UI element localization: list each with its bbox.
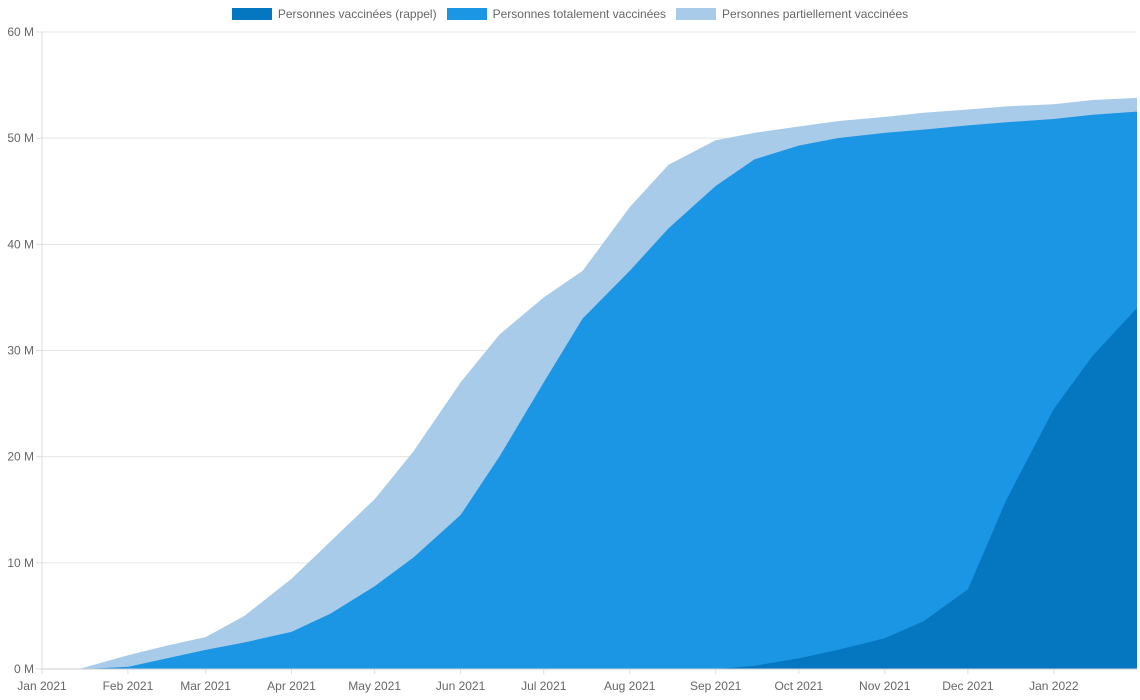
y-tick-label: 50 M [7, 131, 34, 145]
y-tick-label: 20 M [7, 450, 34, 464]
legend-label-rappel: Personnes vaccinées (rappel) [277, 7, 437, 21]
x-tick-label: Jan 2022 [1029, 679, 1079, 693]
legend-item-totalement[interactable]: Personnes totalement vaccinées [446, 7, 667, 21]
legend-label-totalement: Personnes totalement vaccinées [492, 7, 667, 21]
x-tick-label: Dec 2021 [942, 679, 994, 693]
y-tick-label: 40 M [7, 237, 34, 251]
legend-item-rappel[interactable]: Personnes vaccinées (rappel) [231, 7, 437, 21]
x-tick-label: Nov 2021 [859, 679, 911, 693]
x-tick-label: Oct 2021 [774, 679, 823, 693]
y-tick-label: 0 M [14, 662, 34, 676]
x-tick-label: Sep 2021 [690, 679, 742, 693]
x-tick-label: Jan 2021 [17, 679, 67, 693]
x-tick-label: Aug 2021 [604, 679, 656, 693]
x-axis-tick-labels: Jan 2021 Feb 2021 Mar 2021 Apr 2021 May 2021… [17, 679, 1079, 693]
series-area-1[interactable] [42, 111, 1137, 669]
legend: Personnes vaccinées (rappel) Personnes t… [0, 7, 1140, 21]
axes [41, 32, 1137, 674]
y-tick-label: 10 M [7, 556, 34, 570]
x-tick-label: May 2021 [348, 679, 401, 693]
series-areas [42, 97, 1137, 669]
legend-swatch-rappel [231, 8, 272, 20]
x-tick-label: Jun 2021 [436, 679, 486, 693]
series-area-2[interactable] [42, 308, 1137, 669]
y-axis-tick-labels: 0 M 10 M 20 M 30 M 40 M 50 M 60 M [7, 25, 34, 676]
x-tick-label: Apr 2021 [267, 679, 316, 693]
x-tick-label: Mar 2021 [180, 679, 231, 693]
x-tick-label: Feb 2021 [103, 679, 154, 693]
y-tick-label: 30 M [7, 344, 34, 358]
legend-label-partiellement: Personnes partiellement vaccinées [722, 7, 909, 21]
y-tick-label: 60 M [7, 25, 34, 39]
legend-swatch-totalement [446, 8, 487, 20]
legend-swatch-partiellement [676, 8, 717, 20]
legend-item-partiellement[interactable]: Personnes partiellement vaccinées [676, 7, 908, 21]
x-tick-label: Jul 2021 [521, 679, 567, 693]
